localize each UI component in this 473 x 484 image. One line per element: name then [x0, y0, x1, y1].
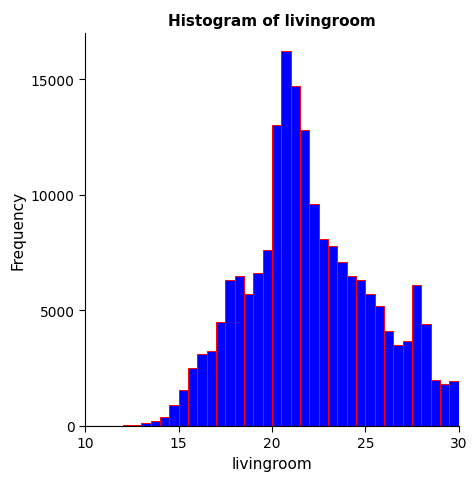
Bar — [141, 424, 150, 426]
Bar — [150, 421, 160, 426]
Bar — [132, 425, 141, 426]
Bar — [309, 205, 319, 426]
Bar — [421, 324, 431, 426]
Bar — [188, 368, 197, 426]
Bar — [235, 276, 244, 426]
Bar — [225, 281, 235, 426]
Bar — [207, 351, 216, 426]
Bar — [440, 384, 449, 426]
Bar — [449, 381, 459, 426]
Bar — [281, 52, 290, 426]
Bar — [216, 322, 225, 426]
Y-axis label: Frequency: Frequency — [10, 190, 25, 270]
Bar — [384, 332, 394, 426]
Bar — [272, 126, 281, 426]
Bar — [160, 417, 169, 426]
Title: Histogram of livingroom: Histogram of livingroom — [168, 14, 376, 29]
Bar — [347, 276, 356, 426]
Bar — [394, 345, 403, 426]
Bar — [263, 251, 272, 426]
Bar — [197, 354, 207, 426]
Bar — [169, 405, 178, 426]
Bar — [290, 87, 300, 426]
Bar — [337, 262, 347, 426]
Bar — [403, 342, 412, 426]
Bar — [366, 294, 375, 426]
Bar — [319, 239, 328, 426]
Bar — [431, 380, 440, 426]
X-axis label: livingroom: livingroom — [232, 456, 312, 471]
Bar — [356, 281, 366, 426]
Bar — [412, 285, 421, 426]
Bar — [300, 131, 309, 426]
Bar — [328, 246, 337, 426]
Bar — [254, 274, 263, 426]
Bar — [244, 294, 254, 426]
Bar — [179, 390, 188, 426]
Bar — [375, 306, 384, 426]
